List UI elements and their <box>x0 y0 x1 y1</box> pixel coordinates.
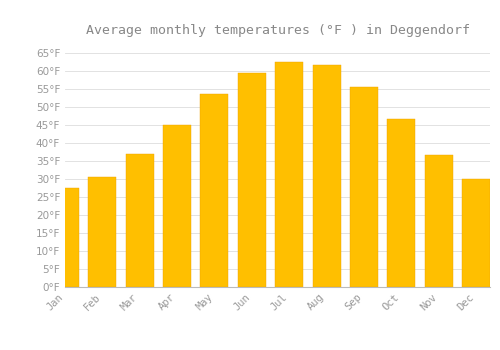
Bar <box>462 179 490 287</box>
Title: Average monthly temperatures (°F ) in Deggendorf: Average monthly temperatures (°F ) in De… <box>86 24 469 37</box>
Bar <box>51 188 79 287</box>
Bar <box>275 62 303 287</box>
Bar <box>388 119 415 287</box>
Bar <box>312 65 340 287</box>
Bar <box>126 154 154 287</box>
Bar <box>238 73 266 287</box>
Bar <box>88 177 117 287</box>
Bar <box>424 155 452 287</box>
Bar <box>200 94 228 287</box>
Bar <box>350 87 378 287</box>
Bar <box>163 125 191 287</box>
